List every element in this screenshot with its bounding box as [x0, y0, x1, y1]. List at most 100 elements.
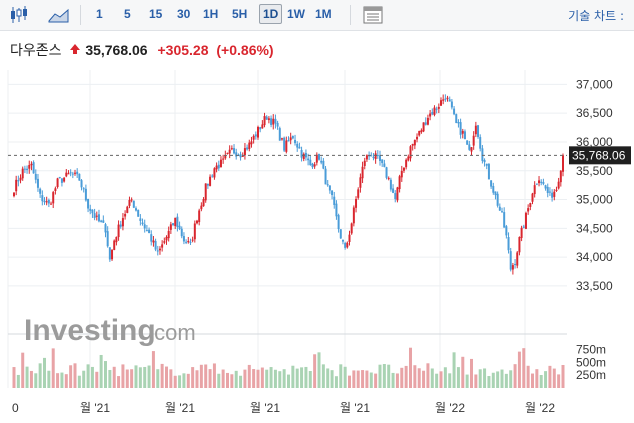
- volume-bar: [474, 374, 478, 388]
- candle-body: [344, 242, 347, 248]
- timeframe-5h-button[interactable]: 5H: [232, 7, 248, 21]
- candle-body: [446, 97, 449, 99]
- candle-body: [522, 226, 525, 228]
- candle-body: [363, 160, 366, 166]
- timeframe-1m-button[interactable]: 1M: [315, 7, 332, 21]
- candle-body: [265, 116, 268, 120]
- candle-body: [106, 231, 109, 247]
- volume-bar: [269, 367, 273, 388]
- technical-chart-menu[interactable]: 기술 차트 :: [568, 9, 624, 23]
- volume-bar: [160, 363, 164, 388]
- candlestick-icon[interactable]: [8, 5, 30, 25]
- time-tick-label: 0: [12, 401, 19, 415]
- volume-bar: [483, 368, 487, 388]
- volume-bar: [395, 373, 399, 388]
- candle-body: [357, 189, 360, 198]
- volume-bar: [273, 369, 277, 388]
- candle-body: [117, 224, 120, 238]
- volume-bar: [382, 364, 386, 388]
- timeframe-1-button[interactable]: 1: [96, 7, 103, 21]
- volume-bar: [226, 372, 229, 388]
- candle-body: [394, 193, 397, 200]
- timeframe-1h-button[interactable]: 1H: [203, 7, 219, 21]
- timeframe-30-button[interactable]: 30: [177, 7, 191, 21]
- mountain-chart-icon[interactable]: [48, 5, 70, 25]
- candle-body: [557, 181, 560, 189]
- candle-body: [248, 142, 251, 150]
- candle-body: [28, 164, 31, 169]
- volume-bar: [461, 356, 465, 388]
- price-chart[interactable]: Investing .com 33,50034,00034,50035,0003…: [0, 70, 634, 423]
- candle-body: [261, 124, 264, 129]
- candle-body: [23, 168, 26, 170]
- volume-bar: [195, 370, 199, 388]
- candle-body: [407, 156, 410, 161]
- candle-body: [154, 241, 157, 250]
- candle-body: [294, 139, 297, 144]
- candle-body: [215, 165, 218, 170]
- candle-body: [400, 170, 403, 178]
- volume-bar: [374, 373, 378, 388]
- candle-body: [74, 172, 76, 174]
- candle-body: [463, 131, 466, 140]
- candle-body: [387, 178, 390, 180]
- volume-bar: [108, 369, 112, 388]
- timeframe-15-button[interactable]: 15: [149, 7, 163, 21]
- timeframe-5-button[interactable]: 5: [124, 7, 131, 21]
- candle-body: [442, 99, 445, 101]
- candle-body: [311, 163, 314, 168]
- timeframe-1d-button[interactable]: 1D: [259, 4, 283, 24]
- volume-bar: [95, 371, 99, 388]
- volume-bar: [369, 372, 373, 388]
- instrument-name: 다우존스: [10, 42, 62, 58]
- candle-body: [361, 166, 364, 179]
- volume-bar: [339, 364, 343, 388]
- candle-body: [202, 199, 205, 207]
- candle-body: [254, 134, 257, 137]
- timeframe-1w-button[interactable]: 1W: [287, 7, 305, 21]
- volume-bar: [321, 364, 325, 388]
- candle-body: [529, 203, 532, 207]
- volume-bar: [178, 375, 182, 388]
- candle-body: [71, 173, 74, 175]
- candle-body: [426, 117, 429, 125]
- volume-bar: [531, 373, 534, 388]
- candle-body: [409, 146, 412, 159]
- candle-body: [562, 155, 564, 172]
- price-change: +305.28: [157, 42, 209, 58]
- time-tick-label: 월 '22: [525, 401, 555, 415]
- candle-body: [235, 152, 238, 157]
- price-tick-label: 35,000: [576, 193, 613, 207]
- candle-body: [191, 239, 194, 241]
- volume-bar: [77, 375, 81, 388]
- table-view-icon[interactable]: [362, 5, 384, 25]
- candle-body: [174, 217, 177, 227]
- volume-bar: [217, 373, 221, 388]
- candle-body: [542, 182, 545, 184]
- volume-bar: [522, 348, 526, 388]
- candle-body: [187, 240, 190, 243]
- candle-body: [87, 198, 90, 209]
- candle-body: [337, 215, 340, 230]
- candle-body: [104, 224, 107, 233]
- candle-body: [355, 199, 358, 208]
- candle-body: [165, 236, 168, 241]
- volume-tick-label: 500m: [576, 355, 606, 369]
- volume-tick-label: 750m: [576, 343, 606, 357]
- volume-bar: [112, 366, 116, 388]
- volume-bar: [535, 369, 539, 388]
- candle-body: [119, 224, 122, 227]
- volume-bar: [504, 373, 508, 388]
- candle-body: [315, 154, 318, 163]
- candle-body: [30, 163, 33, 166]
- volume-bar: [391, 372, 395, 388]
- volume-bar: [38, 363, 42, 388]
- candle-body: [455, 114, 458, 124]
- candle-body: [167, 230, 170, 239]
- candle-body: [372, 156, 375, 158]
- candle-body: [304, 152, 307, 158]
- candle-body: [69, 172, 72, 174]
- candle-body: [176, 216, 179, 228]
- candle-body: [36, 178, 39, 188]
- volume-bar: [156, 369, 160, 388]
